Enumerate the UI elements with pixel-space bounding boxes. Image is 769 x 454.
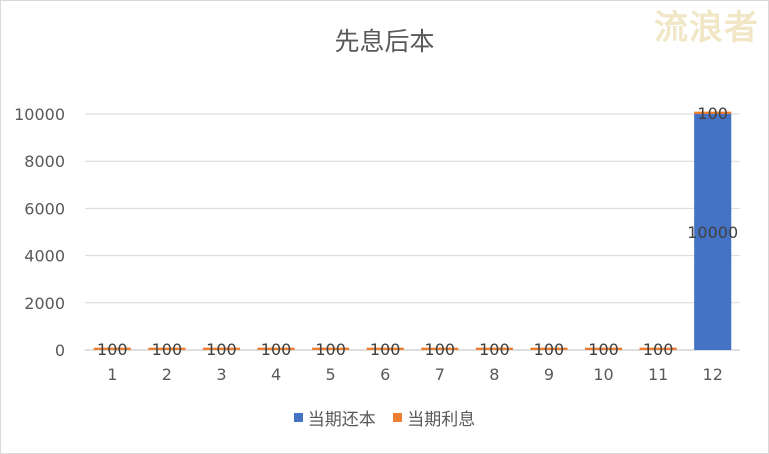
legend-item-principal: 当期还本 bbox=[293, 405, 376, 430]
x-tick-label: 11 bbox=[648, 365, 668, 384]
chart-legend: 当期还本 当期利息 bbox=[0, 405, 769, 430]
data-label-interest: 100 bbox=[697, 104, 728, 123]
x-tick-label: 1 bbox=[107, 365, 117, 384]
legend-label-interest: 当期利息 bbox=[407, 410, 476, 430]
x-tick-label: 2 bbox=[162, 365, 172, 384]
bar-interest bbox=[639, 347, 677, 350]
bar-interest bbox=[202, 347, 241, 350]
bar-interest bbox=[93, 347, 131, 350]
legend-swatch-interest bbox=[393, 413, 403, 422]
bar-interest bbox=[530, 347, 568, 350]
data-label-interest: 100 bbox=[643, 340, 674, 359]
bar-interest bbox=[694, 111, 732, 114]
bar-interest bbox=[366, 347, 404, 350]
data-label-interest: 100 bbox=[152, 340, 183, 359]
bar-interest bbox=[475, 347, 513, 350]
x-tick-label: 9 bbox=[544, 365, 554, 384]
data-label-interest: 100 bbox=[206, 340, 237, 359]
bar-interest bbox=[312, 347, 350, 350]
bar-interest bbox=[584, 347, 623, 350]
y-tick-label: 4000 bbox=[24, 247, 65, 266]
bar-principal bbox=[694, 114, 732, 350]
x-tick-label: 7 bbox=[435, 365, 445, 384]
x-tick-label: 10 bbox=[593, 365, 613, 384]
chart-title: 先息后本 bbox=[334, 27, 435, 56]
data-label-interest: 100 bbox=[315, 340, 346, 359]
y-tick-label: 10000 bbox=[14, 105, 65, 124]
bar-interest bbox=[148, 347, 186, 350]
data-label-interest: 100 bbox=[479, 340, 510, 359]
data-label-interest: 100 bbox=[425, 340, 456, 359]
bar-interest bbox=[257, 347, 295, 350]
y-tick-label: 8000 bbox=[24, 152, 65, 171]
x-tick-label: 8 bbox=[489, 365, 499, 384]
bar-interest bbox=[421, 347, 459, 350]
x-tick-label: 3 bbox=[216, 365, 226, 384]
data-label-interest: 100 bbox=[97, 340, 128, 359]
data-label-interest: 100 bbox=[534, 340, 565, 359]
legend-swatch-principal bbox=[293, 413, 303, 422]
data-label-interest: 100 bbox=[261, 340, 292, 359]
data-label-principal: 10000 bbox=[687, 223, 738, 242]
legend-item-interest: 当期利息 bbox=[393, 405, 475, 430]
x-tick-label: 5 bbox=[326, 365, 336, 384]
watermark: 流浪者 bbox=[654, 8, 759, 48]
y-tick-label: 2000 bbox=[24, 294, 65, 313]
x-tick-label: 12 bbox=[703, 365, 723, 384]
x-tick-label: 6 bbox=[380, 365, 390, 384]
y-tick-label: 6000 bbox=[24, 199, 65, 218]
y-tick-label: 0 bbox=[55, 341, 65, 360]
x-tick-label: 4 bbox=[271, 365, 281, 384]
legend-label-principal: 当期还本 bbox=[307, 410, 376, 430]
data-label-interest: 100 bbox=[588, 340, 619, 359]
data-label-interest: 100 bbox=[370, 340, 401, 359]
